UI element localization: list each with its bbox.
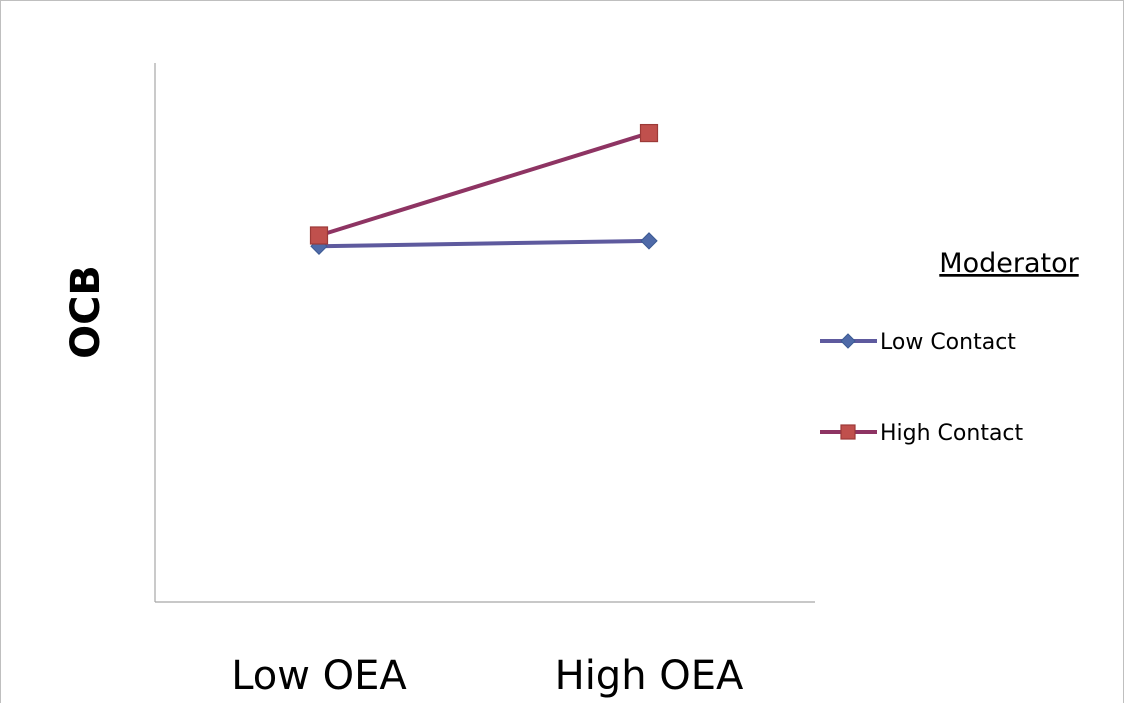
axes (154, 63, 815, 603)
x-tick-label-high-oea: High OEA (555, 653, 744, 699)
series-line-high-contact (318, 131, 650, 238)
legend-title: Moderator (939, 248, 1079, 279)
series-high-contact (309, 123, 659, 245)
legend-items: Low Contact High Contact (820, 330, 1024, 446)
legend: Moderator Low Contact High Contact (820, 248, 1080, 446)
legend-item-high-contact: High Contact (820, 421, 1024, 446)
legend-item-low-contact: Low Contact (820, 330, 1016, 355)
legend-label-high-contact: High Contact (880, 421, 1024, 446)
data-point-high-contact-1 (309, 226, 329, 245)
data-point-high-contact-2 (639, 123, 659, 143)
series-low-contact (310, 232, 658, 255)
legend-marker-high-contact (840, 424, 856, 440)
x-tick-label-low-oea: Low OEA (231, 653, 407, 699)
series-layer (309, 123, 659, 255)
legend-marker-low-contact (840, 333, 856, 349)
x-tick-labels: Low OEA High OEA (231, 653, 744, 699)
series-line-low-contact (318, 238, 650, 249)
data-point-low-contact-2 (640, 232, 658, 250)
legend-label-low-contact: Low Contact (880, 330, 1016, 355)
y-axis-label: OCB (63, 265, 109, 359)
